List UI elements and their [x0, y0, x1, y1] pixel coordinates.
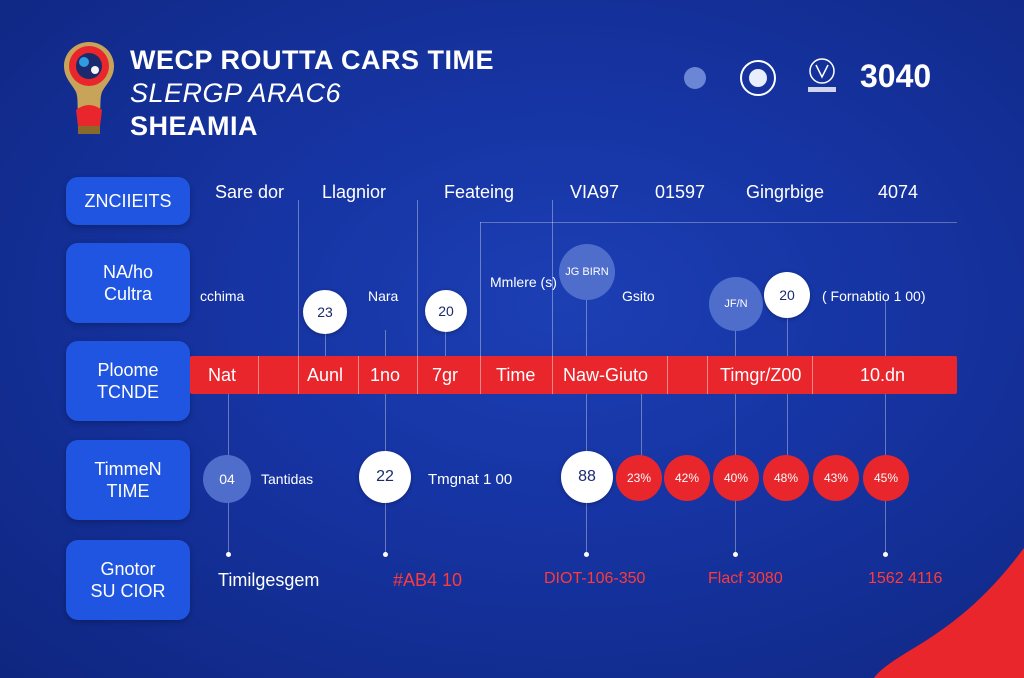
row-label-gsito: Gsito: [622, 288, 655, 304]
column-header: Llagnior: [322, 182, 387, 202]
sidebar-item-sublabel: SU CIOR: [90, 581, 166, 601]
status-dot-icon[interactable]: [684, 67, 706, 89]
sidebar-item-contents[interactable]: ZNCIIEITS: [66, 177, 190, 225]
grid-line: [480, 222, 957, 223]
timeline-node[interactable]: JG BIRN: [559, 244, 615, 300]
sidebar-item-label: Ploome: [97, 360, 159, 380]
corner-wave-decoration: [874, 548, 1024, 678]
grid-line: [298, 200, 299, 360]
bar-label[interactable]: 1no: [370, 365, 401, 385]
timeline-bar: [190, 356, 957, 394]
app-title-line3: SHEAMIA: [130, 111, 259, 141]
sidebar-item-label: ZNCIIEITS: [84, 191, 172, 211]
percent-node[interactable]: 40%: [713, 455, 759, 501]
timeline-stem: [735, 325, 736, 554]
stem-end-dot: [226, 552, 231, 557]
sidebar-item-sublabel: TIME: [106, 481, 150, 501]
bar-label[interactable]: Time: [496, 365, 536, 385]
sidebar-item-sublabel: TCNDE: [97, 382, 159, 402]
percent-node[interactable]: 42%: [664, 455, 710, 501]
bar-label[interactable]: Timgr/Z00: [720, 365, 802, 385]
stem-end-dot: [383, 552, 388, 557]
bar-divider: [480, 356, 481, 394]
bottom-label: #AB4 10: [393, 570, 463, 590]
sidebar-item-gnotor[interactable]: Gnotor SU CIOR: [66, 540, 190, 620]
timeline-node[interactable]: JF/N: [709, 277, 763, 331]
timeline-stem: [885, 300, 886, 554]
sidebar-item-label: TimmeN: [94, 459, 162, 479]
sidebar-item-label: Gnotor: [100, 559, 156, 579]
emblem-icon: [808, 58, 836, 92]
sidebar-item-label: NA/ho: [102, 262, 154, 282]
bar-divider: [258, 356, 259, 394]
bottom-label: Timilgesgem: [218, 570, 320, 590]
column-header: Feateing: [444, 182, 515, 202]
column-header: 01597: [655, 182, 706, 202]
stem-end-dot: [733, 552, 738, 557]
bar-label[interactable]: Naw-Giuto: [563, 365, 649, 385]
timeline-node[interactable]: 88: [561, 451, 613, 503]
grid-line: [480, 222, 481, 362]
bar-divider: [298, 356, 299, 394]
bottom-label: DIOT-106-350: [544, 570, 646, 587]
timeline-stem: [586, 294, 587, 554]
bar-divider: [707, 356, 708, 394]
timeline-node[interactable]: 20: [764, 272, 810, 318]
bar-label[interactable]: 7gr: [432, 365, 459, 385]
app-title-line1: WECP ROUTTA CARS TIME: [130, 45, 494, 75]
bar-divider: [417, 356, 418, 394]
column-header: Gingrbige: [746, 182, 825, 202]
row-label-nara: Nara: [368, 288, 399, 304]
percent-node[interactable]: 43%: [813, 455, 859, 501]
bar-label[interactable]: Nat: [208, 365, 237, 385]
stem-end-dot: [883, 552, 888, 557]
row-label-cchima: cchima: [200, 288, 245, 304]
timeline-node[interactable]: 20: [425, 290, 467, 332]
sidebar-item-cultra[interactable]: NA/ho Cultra: [66, 243, 190, 323]
grid-line: [552, 200, 553, 360]
column-header: VIA97: [570, 182, 620, 202]
timeline-node[interactable]: 04: [203, 455, 251, 503]
bar-divider: [552, 356, 553, 394]
row-label-mmlere: Mmlere (s): [490, 274, 557, 290]
column-header: Sare dor: [215, 182, 285, 202]
timeline-stem: [787, 318, 788, 478]
timeline-stem: [641, 394, 642, 464]
app-title-line2: SLERGP ARAC6: [130, 78, 342, 108]
bottom-label: 1562 4116: [868, 570, 943, 587]
sidebar-item-timmen[interactable]: TimmeN TIME: [66, 440, 190, 520]
grid-line: [417, 200, 418, 360]
stem-end-dot: [584, 552, 589, 557]
timeline-node[interactable]: 22: [359, 451, 411, 503]
bar-divider: [667, 356, 668, 394]
row-label-tmgnat: Tmgnat 1 00: [428, 471, 513, 488]
percent-node[interactable]: 48%: [763, 455, 809, 501]
record-toggle-icon[interactable]: [740, 60, 776, 96]
bar-divider: [358, 356, 359, 394]
timeline-stem: [325, 330, 326, 360]
bar-label[interactable]: 10.dn: [860, 365, 906, 385]
bar-divider: [812, 356, 813, 394]
percent-node[interactable]: 45%: [863, 455, 909, 501]
row-label-fornabtio: ( Fornabtio 1 00): [822, 288, 926, 304]
header-number: 3040: [860, 58, 932, 94]
sidebar-item-ploome[interactable]: Ploome TCNDE: [66, 341, 190, 421]
timeline-stem: [445, 330, 446, 360]
column-header: 4074: [878, 182, 919, 202]
percent-node[interactable]: 23%: [616, 455, 662, 501]
row-label-tantidas: Tantidas: [261, 471, 314, 487]
trophy-logo-icon: [64, 42, 114, 134]
timeline-stem: [385, 330, 386, 554]
bar-label[interactable]: Aunl: [307, 365, 344, 385]
sidebar-item-sublabel: Cultra: [103, 284, 152, 304]
timeline-node[interactable]: 23: [303, 290, 347, 334]
bottom-label: Flacf 3080: [708, 570, 783, 587]
